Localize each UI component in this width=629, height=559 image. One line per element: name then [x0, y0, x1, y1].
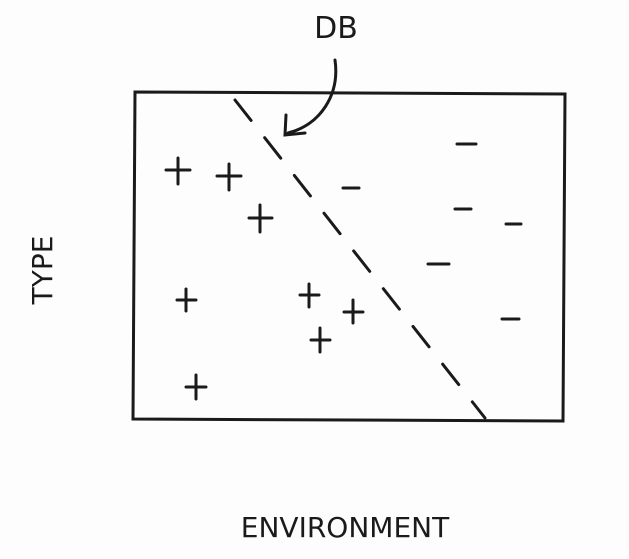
plus-point: [184, 373, 208, 401]
plus-point: [215, 162, 243, 192]
plus-point: [309, 326, 332, 354]
plus-point: [342, 298, 365, 325]
decision-boundary: [233, 98, 487, 420]
arrow-shaft: [286, 58, 338, 135]
arrow-head: [283, 113, 307, 137]
plot-frame: [131, 90, 567, 423]
boundary-label: DB: [314, 11, 358, 46]
plus-point: [164, 156, 192, 186]
x-axis-label: ENVIRONMENT: [241, 511, 450, 544]
plus-point: [175, 287, 198, 313]
negative-points: [341, 142, 523, 321]
y-axis-label: TYPE: [26, 236, 59, 306]
plus-point: [298, 282, 321, 309]
positive-points: [164, 156, 365, 401]
plus-point: [247, 203, 274, 234]
